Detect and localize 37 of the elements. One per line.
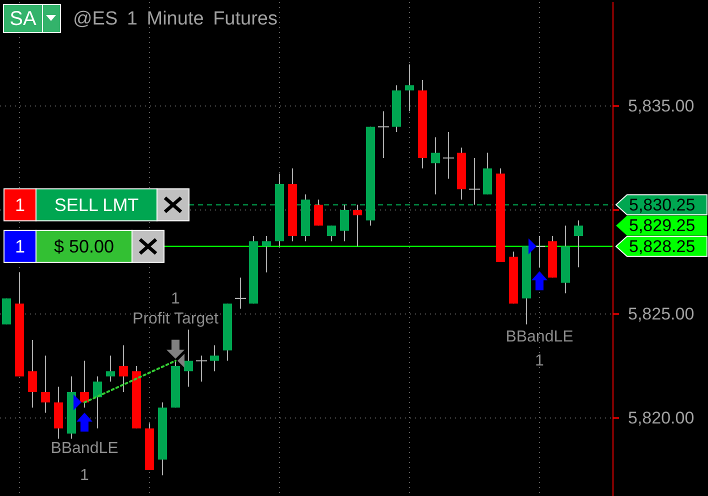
candlestick [119, 344, 128, 392]
annotation: 1 [80, 467, 90, 484]
candlestick [210, 344, 219, 372]
annotation: BBandLE [50, 440, 118, 458]
order-ticket: 1 SELL LMT [4, 188, 190, 222]
annotation: $ 50.00 [54, 236, 114, 256]
order-ticket: 1 $ 50.00 [4, 230, 164, 263]
candlestick [93, 376, 102, 429]
annotation: SA [10, 8, 37, 30]
dropdown-button: SA [3, 4, 61, 33]
candlestick [28, 340, 37, 408]
price-tag: 5,828.25 [615, 236, 708, 257]
candlestick [262, 236, 271, 273]
annotation: SELL LMT [54, 194, 139, 215]
candlestick [314, 199, 323, 226]
candlestick [405, 64, 414, 112]
y-tick-label: 5,820.00 [628, 408, 694, 428]
y-tick-label: 5,825.00 [628, 304, 694, 324]
ref-line-label: 5,828.25 [629, 236, 696, 256]
candlestick [353, 204, 362, 247]
chart-title: @ES 1 Minute Futures [73, 8, 278, 30]
candlestick [80, 360, 89, 408]
annotation: 1 [535, 352, 544, 370]
annotation: 1 [14, 194, 26, 215]
annotation: 1 [171, 290, 180, 308]
annotation: Profit Target [132, 310, 220, 328]
price-tag: 5,830.25 [615, 194, 708, 216]
candlestick [574, 220, 583, 268]
ref-line-label: 5,830.25 [629, 195, 696, 214]
candlestick [327, 225, 336, 242]
candlestick [106, 355, 115, 382]
annotation: 1 [14, 236, 26, 256]
candlestick [41, 355, 50, 414]
candlestick [431, 136, 440, 195]
price-tag: 5,829.25 [616, 216, 707, 236]
annotation: BBandLE [506, 328, 574, 346]
y-tick-label: 5,835.00 [628, 96, 694, 116]
